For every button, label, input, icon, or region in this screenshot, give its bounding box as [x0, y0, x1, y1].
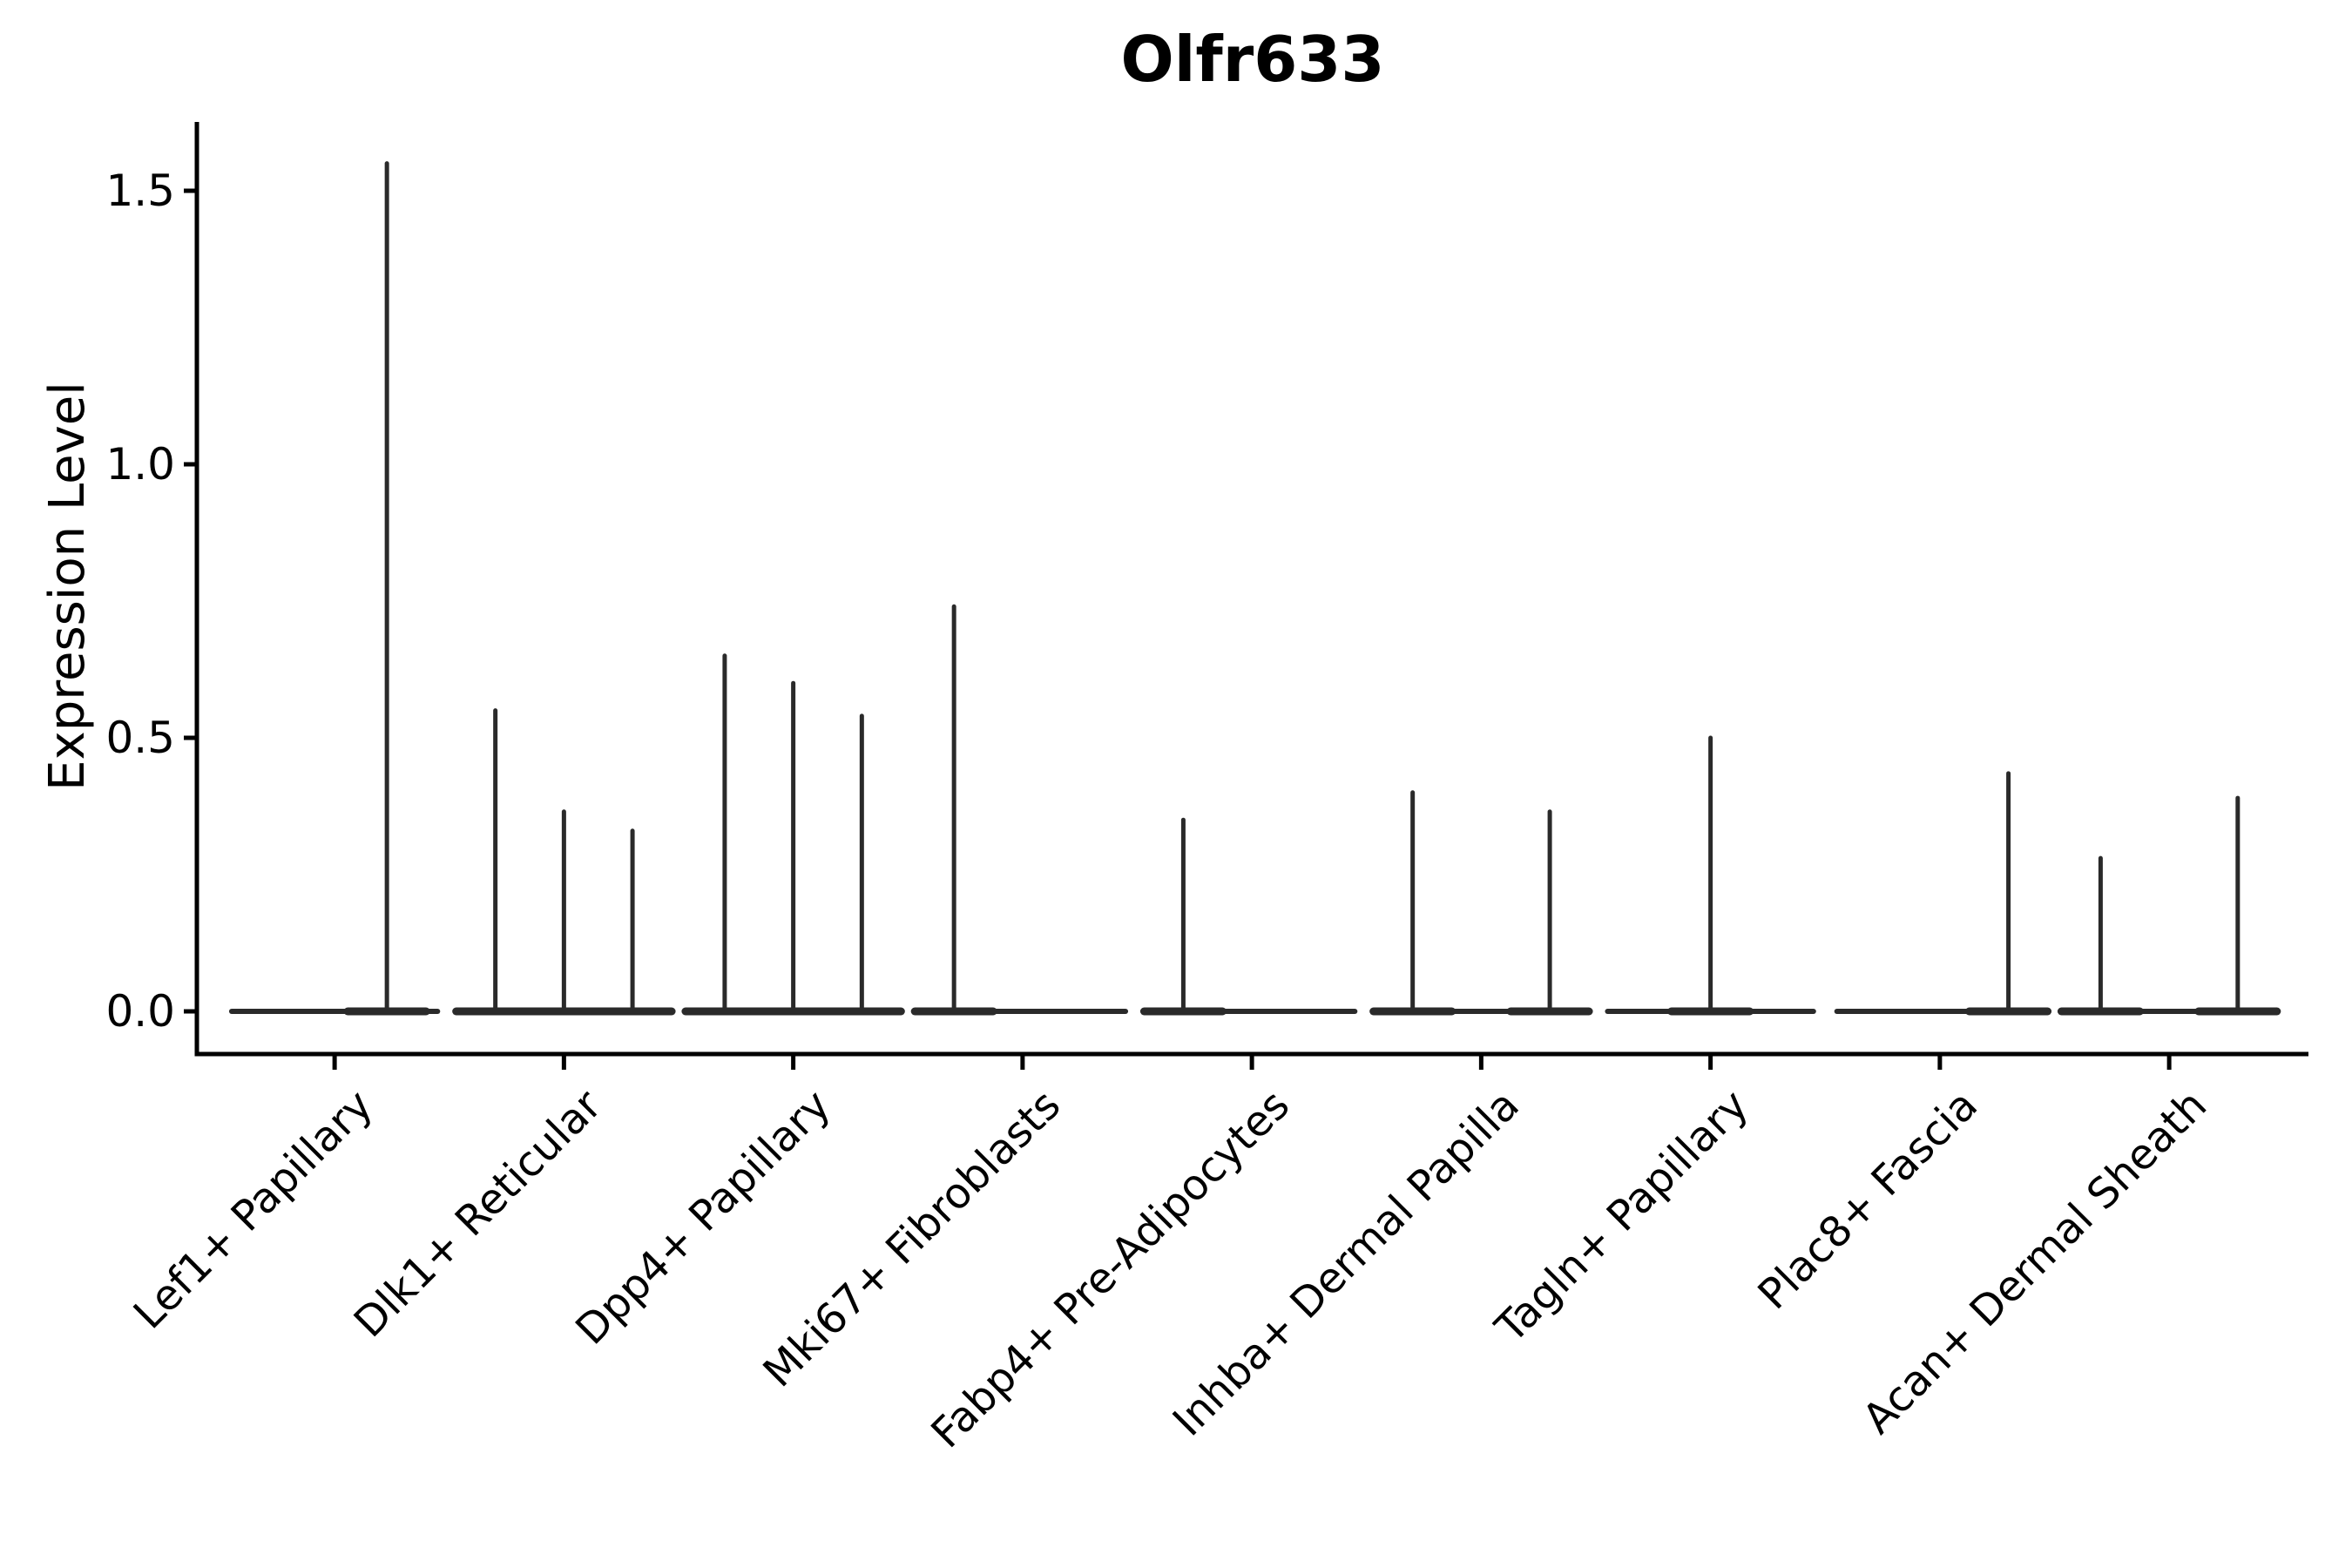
plot-title: Olfr633 — [1120, 23, 1385, 96]
y-tick-label: 1.5 — [105, 166, 175, 216]
y-tick-label: 1.0 — [105, 439, 175, 490]
y-tick-label: 0.5 — [105, 713, 175, 763]
y-tick-label: 0.0 — [105, 986, 175, 1037]
